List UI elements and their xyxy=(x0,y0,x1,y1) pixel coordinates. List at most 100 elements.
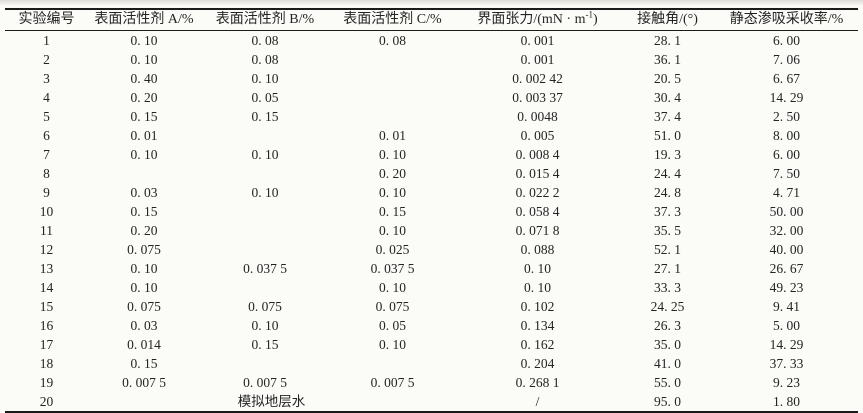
table-cell: 95. 0 xyxy=(654,394,681,409)
tension-unit-prefix: 界面张力/(mN · m xyxy=(477,12,586,27)
table-cell: 51. 0 xyxy=(654,128,681,143)
table-cell: 10 xyxy=(39,204,54,219)
table-row: 20 模拟地层水 / 95. 0 1. 80 xyxy=(5,392,858,412)
table-cell: 0. 10 xyxy=(251,71,279,86)
table-cell: 0. 10 xyxy=(130,33,158,48)
table-cell: 16 xyxy=(39,318,54,333)
table-cell: 0. 007 5 xyxy=(370,375,415,390)
table-cell: 0. 025 xyxy=(375,242,410,257)
tension-unit-exponent: -1 xyxy=(585,9,593,20)
table-cell xyxy=(200,164,330,183)
table-cell: 30. 4 xyxy=(654,90,681,105)
table-cell: 7. 50 xyxy=(773,166,800,181)
table-cell xyxy=(200,240,330,259)
table-header: 实验编号 表面活性剂 A/% 表面活性剂 B/% 表面活性剂 C/% 界面张力/… xyxy=(5,9,858,31)
table-cell xyxy=(330,69,455,88)
table-cell: 4. 71 xyxy=(773,185,800,200)
table-cell: 20. 5 xyxy=(654,71,681,86)
table-cell: 15 xyxy=(39,299,54,314)
table-cell: 模拟地层水 xyxy=(237,394,306,409)
table-cell: 12 xyxy=(39,242,54,257)
col-header-surfactant-b: 表面活性剂 B/% xyxy=(200,9,330,31)
table-cell: 0. 20 xyxy=(130,90,158,105)
table-row: 8 0. 20 0. 015 4 24. 4 7. 50 xyxy=(5,164,858,183)
col-header-recovery-rate: 静态渗吸采收率/% xyxy=(715,9,858,31)
table-cell: 14. 29 xyxy=(769,90,804,105)
table-row: 12 0. 075 0. 025 0. 088 52. 1 40. 00 xyxy=(5,240,858,259)
table-cell: 13 xyxy=(39,261,54,276)
table-cell: 0. 40 xyxy=(130,71,158,86)
table-cell: 35. 5 xyxy=(654,223,681,238)
table-cell: 0. 001 xyxy=(520,52,555,67)
table-cell: 0. 08 xyxy=(251,33,279,48)
table-cell: 0. 058 4 xyxy=(515,204,560,219)
table-cell: 0. 10 xyxy=(379,147,406,162)
table-cell: 0. 15 xyxy=(130,204,158,219)
table-cell: 9. 23 xyxy=(773,375,800,390)
table-row: 1 0. 10 0. 08 0. 08 0. 001 28. 1 6. 00 xyxy=(5,31,858,51)
table-cell: 0. 05 xyxy=(379,318,406,333)
table-row: 10 0. 15 0. 15 0. 058 4 37. 3 50. 00 xyxy=(5,202,858,221)
table-cell: 6 xyxy=(43,128,50,143)
table-cell: 7. 06 xyxy=(773,52,800,67)
table-cell: 0. 268 1 xyxy=(515,375,560,390)
table-cell: 0. 15 xyxy=(130,109,158,124)
table-cell: 8 xyxy=(43,166,50,181)
table-row: 15 0. 075 0. 075 0. 075 0. 102 24. 25 9. 41 xyxy=(5,297,858,316)
table-cell: 41. 0 xyxy=(654,356,681,371)
table-row: 7 0. 10 0. 10 0. 10 0. 008 4 19. 3 6. 00 xyxy=(5,145,858,164)
table-row: 19 0. 007 5 0. 007 5 0. 007 5 0. 268 1 55. 0 9… xyxy=(5,373,858,392)
table-cell xyxy=(200,221,330,240)
table-cell: 0. 037 5 xyxy=(370,261,415,276)
table-cell: 6. 67 xyxy=(773,71,800,86)
table-row: 9 0. 03 0. 10 0. 10 0. 022 2 24. 8 4. 71 xyxy=(5,183,858,202)
table-cell: 0. 162 xyxy=(520,337,555,352)
table-cell: 14. 29 xyxy=(769,337,804,352)
table-cell: 18 xyxy=(39,356,54,371)
header-row: 实验编号 表面活性剂 A/% 表面活性剂 B/% 表面活性剂 C/% 界面张力/… xyxy=(5,9,858,31)
table-cell: 9 xyxy=(43,185,50,200)
table-cell: 40. 00 xyxy=(769,242,804,257)
table-cell: 24. 4 xyxy=(654,166,681,181)
table-cell xyxy=(200,278,330,297)
table-cell: 2. 50 xyxy=(773,109,800,124)
table-cell: 36. 1 xyxy=(654,52,681,67)
table-cell: 0. 01 xyxy=(130,128,158,143)
table-row: 11 0. 20 0. 10 0. 071 8 35. 5 32. 00 xyxy=(5,221,858,240)
table-cell: 0. 08 xyxy=(251,52,279,67)
table-cell: 0. 01 xyxy=(379,128,406,143)
col-header-interfacial-tension: 界面张力/(mN · m-1) xyxy=(455,9,620,31)
table-cell xyxy=(330,88,455,107)
table-cell: 0. 10 xyxy=(251,147,279,162)
table-cell: 9. 41 xyxy=(773,299,800,314)
table-cell: 6. 00 xyxy=(773,33,800,48)
table-cell xyxy=(88,164,200,183)
table-cell: 52. 1 xyxy=(654,242,681,257)
col-header-experiment-id: 实验编号 xyxy=(5,9,88,31)
table-cell xyxy=(330,354,455,373)
table-cell: 0. 10 xyxy=(130,261,158,276)
scan-edge xyxy=(0,0,863,6)
table-cell: 0. 10 xyxy=(130,52,158,67)
table-cell: 0. 002 42 xyxy=(512,71,563,86)
table-cell: 0. 10 xyxy=(524,280,551,295)
table-cell xyxy=(330,50,455,69)
table-cell: 5. 00 xyxy=(773,318,800,333)
table-cell: 49. 23 xyxy=(769,280,804,295)
table-cell: 19 xyxy=(39,375,54,390)
table-cell: 37. 4 xyxy=(654,109,681,124)
table-cell: 0. 15 xyxy=(251,337,279,352)
col-header-surfactant-a: 表面活性剂 A/% xyxy=(88,9,200,31)
table-row: 3 0. 40 0. 10 0. 002 42 20. 5 6. 67 xyxy=(5,69,858,88)
table-cell: 0. 0048 xyxy=(517,109,558,124)
table-cell: 0. 10 xyxy=(379,185,406,200)
table-cell: 0. 102 xyxy=(520,299,555,314)
table-cell: 0. 10 xyxy=(251,318,279,333)
table-row: 17 0. 014 0. 15 0. 10 0. 162 35. 0 14. 29 xyxy=(5,335,858,354)
table-cell: 1 xyxy=(43,33,50,48)
table-cell: / xyxy=(535,394,540,409)
table-cell: 0. 10 xyxy=(524,261,551,276)
tension-unit-suffix: ) xyxy=(592,12,598,27)
table-cell: 5 xyxy=(43,109,50,124)
table-cell: 0. 10 xyxy=(379,223,406,238)
